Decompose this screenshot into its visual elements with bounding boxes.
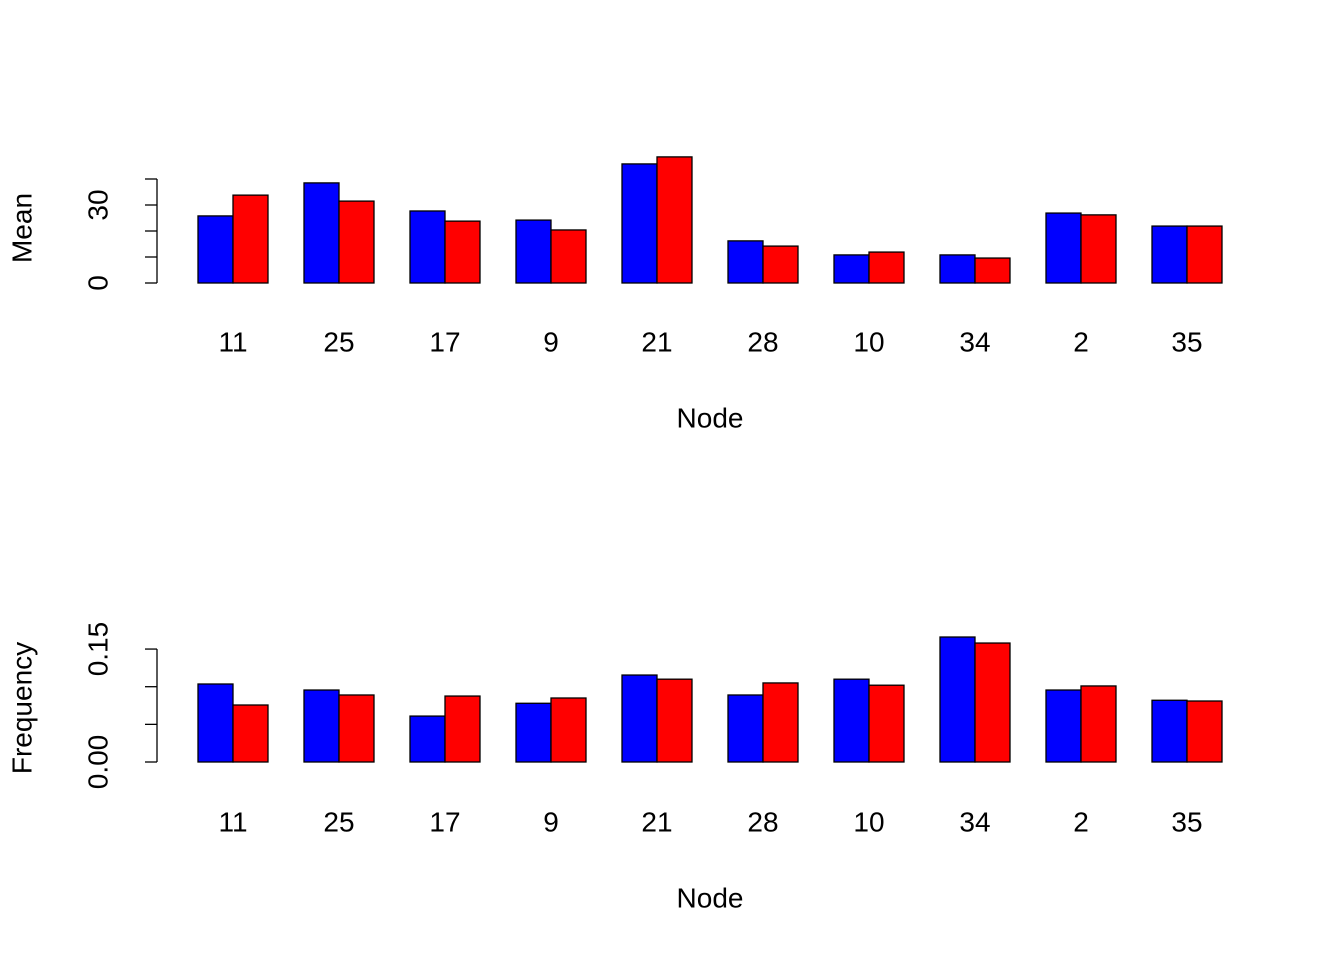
bar	[833, 678, 870, 763]
bar	[1045, 689, 1082, 763]
x-tick-label: 34	[959, 326, 990, 357]
y-tick-label: 0.00	[82, 735, 113, 790]
x-tick-label: 34	[959, 806, 990, 837]
x-tick-label: 2	[1073, 326, 1089, 357]
x-tick-label: 28	[747, 326, 778, 357]
x-tick-label: 10	[853, 326, 884, 357]
bar	[762, 682, 799, 763]
bar	[939, 636, 976, 763]
bar	[1151, 699, 1188, 763]
bar	[1151, 225, 1188, 284]
bar	[409, 210, 446, 284]
x-tick-label: 11	[218, 326, 247, 357]
bar	[974, 642, 1011, 763]
x-tick-label: 17	[429, 806, 460, 837]
bar	[550, 229, 587, 284]
bar	[1186, 225, 1223, 284]
x-tick-label: 35	[1171, 806, 1202, 837]
x-tick-label: 28	[747, 806, 778, 837]
bar	[656, 156, 693, 284]
x-tick-label: 17	[429, 326, 460, 357]
y-axis-label: Mean	[6, 193, 37, 263]
bar	[1045, 212, 1082, 284]
bar	[833, 254, 870, 284]
bar	[1186, 700, 1223, 763]
bar	[727, 694, 764, 763]
bar	[303, 182, 340, 284]
x-tick-label: 9	[543, 326, 559, 357]
bar	[974, 257, 1011, 284]
y-tick-label: 0	[82, 275, 113, 291]
y-tick-label: 30	[82, 189, 113, 220]
bar	[232, 704, 269, 763]
x-tick-label: 25	[323, 326, 354, 357]
bar	[409, 715, 446, 763]
y-axis-label: Frequency	[6, 642, 37, 774]
bar	[868, 684, 905, 763]
bar	[444, 220, 481, 284]
bar	[868, 251, 905, 284]
bar	[232, 194, 269, 284]
y-tick-label: 0.15	[82, 622, 113, 677]
x-tick-label: 21	[641, 326, 672, 357]
bar	[515, 702, 552, 763]
bar	[338, 694, 375, 763]
bar	[338, 200, 375, 284]
bar	[303, 689, 340, 763]
x-tick-label: 10	[853, 806, 884, 837]
bar	[762, 245, 799, 284]
bar	[939, 254, 976, 284]
bar	[515, 219, 552, 284]
bar	[621, 674, 658, 763]
bar	[621, 163, 658, 284]
x-axis-label: Node	[677, 882, 744, 913]
x-axis-label: Node	[677, 402, 744, 433]
x-tick-label: 9	[543, 806, 559, 837]
x-tick-label: 21	[641, 806, 672, 837]
bar	[727, 240, 764, 284]
bar	[197, 215, 234, 284]
bar	[1080, 685, 1117, 763]
bar	[656, 678, 693, 763]
x-tick-label: 35	[1171, 326, 1202, 357]
x-tick-label: 2	[1073, 806, 1089, 837]
bar	[550, 697, 587, 763]
bar	[197, 683, 234, 763]
x-tick-label: 25	[323, 806, 354, 837]
x-tick-label: 11	[218, 806, 247, 837]
bar	[1080, 214, 1117, 284]
bar	[444, 695, 481, 763]
